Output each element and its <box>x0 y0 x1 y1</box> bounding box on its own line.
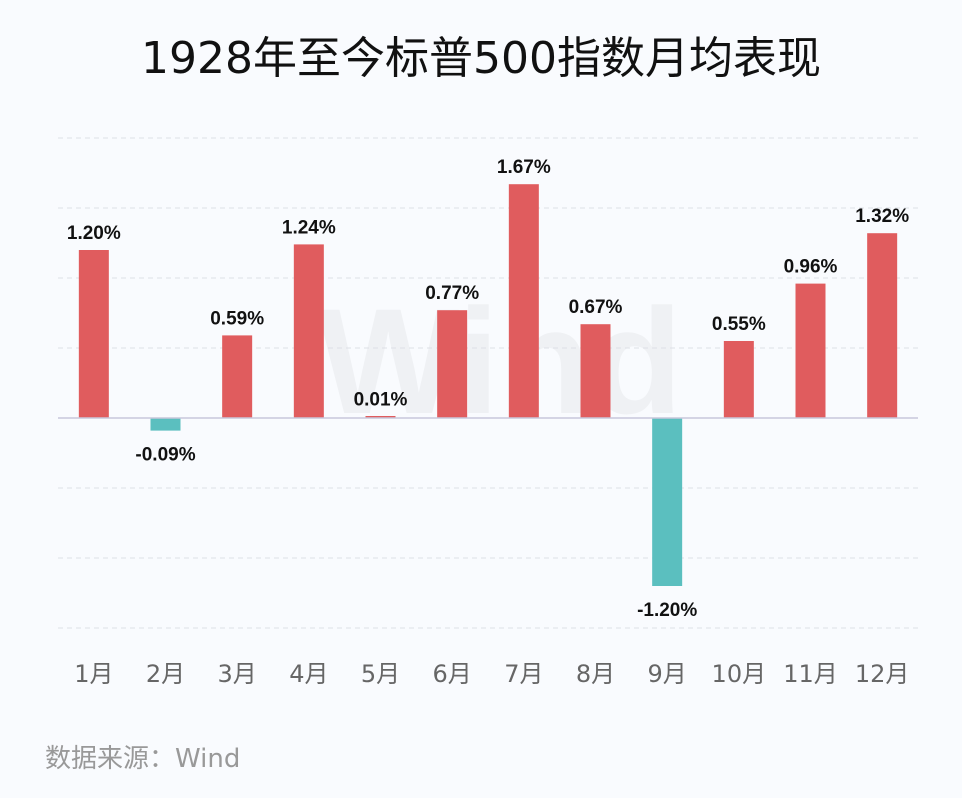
chart-title: 1928年至今标普500指数月均表现 <box>141 33 821 84</box>
bar <box>867 233 898 418</box>
data-label: 0.01% <box>354 390 408 411</box>
x-tick-label: 3月 <box>218 660 257 688</box>
bar <box>723 341 754 418</box>
x-tick-label: 1月 <box>74 660 113 688</box>
bar <box>293 244 324 418</box>
data-label: 1.24% <box>282 217 336 238</box>
x-tick-label: 9月 <box>648 660 687 688</box>
x-tick-label: 10月 <box>712 660 767 688</box>
data-label: 0.59% <box>210 308 264 329</box>
data-label: 1.32% <box>855 206 909 227</box>
bar <box>652 418 683 586</box>
data-label: 1.67% <box>497 157 551 178</box>
x-tick-label: 11月 <box>783 660 838 688</box>
bar <box>78 250 109 418</box>
x-tick-label: 7月 <box>504 660 543 688</box>
data-source: 数据来源：Wind <box>45 744 241 774</box>
bar <box>580 324 611 418</box>
x-tick-label: 6月 <box>433 660 472 688</box>
x-tick-label: 5月 <box>361 660 400 688</box>
bar <box>222 335 253 418</box>
data-label: -1.20% <box>637 600 697 621</box>
bar <box>150 418 181 431</box>
data-label: -0.09% <box>135 445 195 466</box>
bar <box>795 283 826 418</box>
bar <box>365 416 396 418</box>
data-label: 0.77% <box>425 283 479 304</box>
data-label: 0.55% <box>712 314 766 335</box>
watermark: Wind <box>317 277 682 445</box>
data-label: 0.96% <box>784 257 838 278</box>
x-tick-label: 12月 <box>855 660 910 688</box>
bar <box>437 310 468 418</box>
x-tick-label: 8月 <box>576 660 615 688</box>
bar <box>508 184 539 418</box>
data-label: 1.20% <box>67 223 121 244</box>
x-tick-label: 2月 <box>146 660 185 688</box>
x-tick-label: 4月 <box>289 660 328 688</box>
data-label: 0.67% <box>569 297 623 318</box>
